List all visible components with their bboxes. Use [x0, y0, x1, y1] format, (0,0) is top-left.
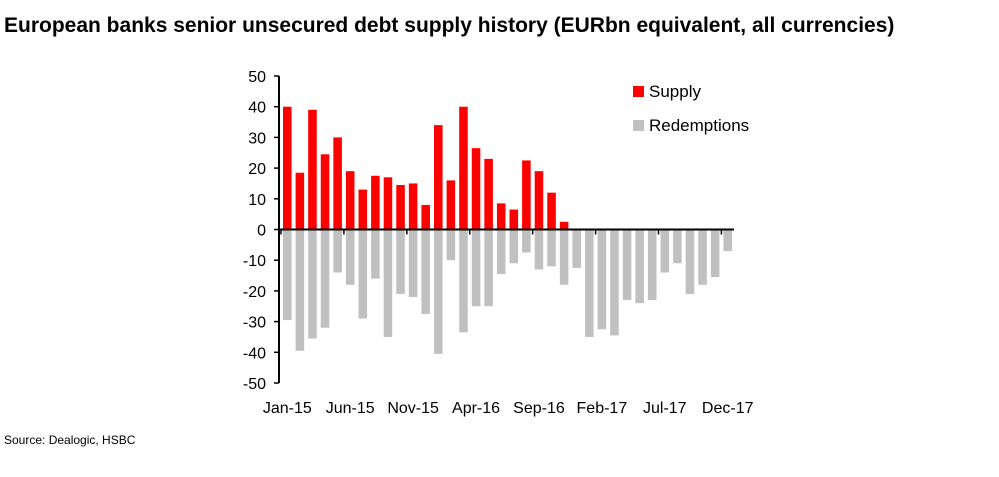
y-tick-label: 40 [248, 100, 266, 117]
y-tick-label: 50 [248, 69, 266, 86]
supply-bar [559, 221, 569, 230]
redemptions-bar [459, 229, 468, 333]
supply-bar [396, 184, 405, 230]
redemptions-bar [434, 229, 443, 354]
supply-bar [522, 160, 531, 230]
redemptions-bar [283, 229, 292, 321]
redemptions-bar [421, 229, 430, 314]
y-tick-label: -20 [243, 284, 266, 301]
supply-bar [383, 177, 393, 230]
y-tick-label: -10 [243, 253, 266, 270]
y-tick-label: 30 [248, 130, 266, 147]
x-tick-label: Jan-15 [263, 400, 312, 417]
x-tick-label: Sep-16 [513, 400, 565, 417]
supply-bar [283, 106, 292, 230]
chart-title: European banks senior unsecured debt sup… [4, 14, 895, 37]
y-tick-label: -30 [243, 315, 266, 332]
supply-bar [459, 106, 468, 230]
redemptions-bar [345, 229, 355, 285]
redemptions-bar [635, 229, 644, 304]
redemptions-bar [509, 229, 519, 264]
supply-bar [496, 203, 506, 230]
redemptions-bar [585, 229, 594, 337]
supply-bar [371, 175, 380, 230]
y-tick-label: 10 [248, 192, 266, 209]
redemptions-bar [610, 229, 619, 336]
x-tick-label: Jun-15 [326, 400, 375, 417]
x-tick-label: Feb-17 [577, 400, 628, 417]
supply-bar [534, 171, 544, 230]
redemptions-bar [408, 229, 418, 298]
supply-bar [408, 183, 418, 230]
redemptions-bar [371, 229, 380, 279]
redemptions-bar [320, 229, 330, 328]
redemptions-bar [547, 229, 556, 267]
redemptions-bar [647, 229, 657, 301]
redemptions-bar [698, 229, 707, 285]
supply-bar [509, 209, 519, 230]
redemptions-bar [534, 229, 544, 270]
redemptions-bar [446, 229, 456, 261]
redemptions-bar [358, 229, 368, 319]
supply-bar [333, 137, 342, 230]
x-tick-label: Jul-17 [643, 400, 687, 417]
redemptions-bar [522, 229, 531, 253]
x-axis-ticks: Jan-15 Jun-15 Nov-15 Apr-16 Sep-16 Feb-17 Jul-… [263, 229, 754, 417]
supply-bar [320, 154, 330, 230]
redemptions-bar [673, 229, 682, 264]
redemptions-bar [660, 229, 670, 273]
legend: Supply Redemptions [633, 82, 749, 135]
y-tick-label: -40 [243, 345, 266, 362]
supply-bar [471, 148, 481, 230]
supply-bar [295, 172, 305, 230]
redemptions-bar [496, 229, 506, 275]
redemptions-bar [559, 229, 569, 285]
supply-bar [345, 171, 355, 230]
supply-bar [421, 204, 430, 230]
legend-swatch-supply [633, 86, 644, 97]
supply-bar [308, 109, 317, 230]
y-tick-label: -50 [243, 376, 266, 393]
supply-series [283, 106, 569, 230]
supply-bar [484, 158, 493, 230]
y-tick-label: 0 [257, 223, 266, 240]
redemptions-bar [396, 229, 405, 294]
supply-bar [446, 180, 456, 230]
redemptions-bar [572, 229, 581, 268]
x-tick-label: Nov-15 [387, 400, 439, 417]
redemptions-bar [383, 229, 393, 337]
redemptions-bar [597, 229, 607, 330]
redemptions-bar [710, 229, 720, 278]
legend-swatch-redemptions [633, 120, 644, 131]
supply-bar [547, 192, 556, 230]
y-axis-ticks: 50 40 30 20 10 0 -10 -20 -30 -40 -50 [243, 69, 279, 393]
supply-bar [358, 189, 368, 230]
redemptions-bar [308, 229, 317, 339]
redemptions-bar [295, 229, 305, 351]
redemptions-bar [484, 229, 493, 307]
redemptions-bar [333, 229, 342, 273]
redemptions-bar [723, 229, 732, 251]
supply-bar [434, 125, 443, 230]
redemptions-bar [471, 229, 481, 307]
redemptions-bar [622, 229, 632, 301]
redemptions-bar [685, 229, 695, 294]
x-tick-label: Dec-17 [702, 400, 754, 417]
legend-label-supply: Supply [649, 82, 701, 101]
legend-label-redemptions: Redemptions [649, 116, 749, 135]
redemptions-series [283, 229, 732, 354]
x-tick-label: Apr-16 [452, 400, 500, 417]
y-tick-label: 20 [248, 161, 266, 178]
source-note: Source: Dealogic, HSBC [4, 433, 136, 447]
